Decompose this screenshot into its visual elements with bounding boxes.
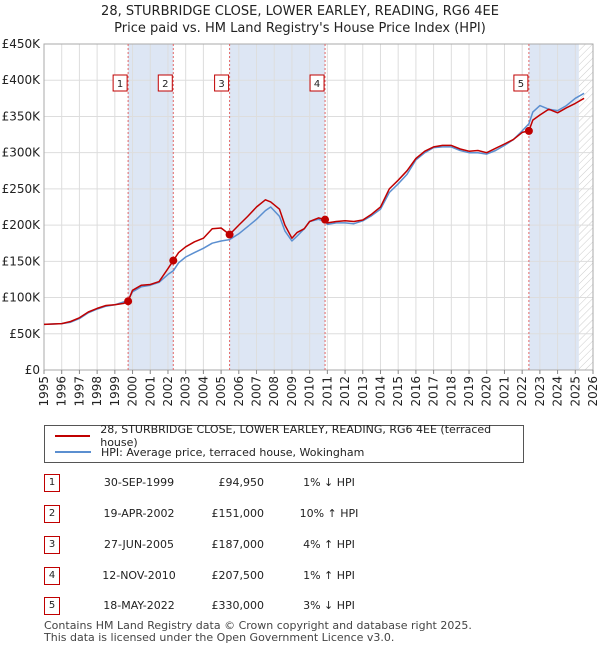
transaction-number-badge: 1 <box>44 474 60 492</box>
x-tick-label: 2004 <box>196 376 210 407</box>
x-tick-label: 2011 <box>320 376 334 407</box>
x-tick-label: 2022 <box>515 376 529 407</box>
transaction-hpi-diff: 4% ↑ HPI <box>303 538 355 551</box>
footer-copyright: Contains HM Land Registry data © Crown c… <box>44 619 472 632</box>
y-tick-label: £100K <box>2 291 42 305</box>
x-tick-label: 2017 <box>427 376 441 407</box>
transaction-label-box <box>214 74 230 92</box>
property-price-line <box>43 97 585 326</box>
transaction-date: 27-JUN-2005 <box>103 538 175 551</box>
x-tick-label: 2013 <box>356 376 370 407</box>
transaction-price: £187,000 <box>211 538 265 551</box>
table-row: 1 30-SEP-1999 £94,950 1% ↓ HPI <box>44 473 504 493</box>
transaction-hpi-diff: 3% ↓ HPI <box>303 599 355 612</box>
transaction-date: 19-APR-2002 <box>103 507 175 520</box>
x-tick-label: 2008 <box>267 376 281 407</box>
x-tick-label: 2002 <box>161 376 175 407</box>
y-tick-label: £50K <box>9 327 41 341</box>
transaction-point <box>321 215 330 224</box>
transaction-number-badge: 2 <box>44 505 60 523</box>
transaction-label-box <box>112 74 128 92</box>
hpi-line-swatch <box>55 451 91 453</box>
x-tick-label: 2014 <box>373 376 387 407</box>
transaction-date: 30-SEP-1999 <box>103 476 175 489</box>
y-tick-label: £300K <box>2 146 42 160</box>
transaction-number-badge: 4 <box>44 567 60 585</box>
x-tick-label: 2021 <box>497 376 511 407</box>
transaction-price: £94,950 <box>218 476 265 489</box>
transaction-label: 5 <box>518 79 524 90</box>
transaction-label: 4 <box>314 79 320 90</box>
x-tick-label: 1999 <box>108 376 122 407</box>
y-tick-label: £0 <box>25 363 40 377</box>
transaction-date: 12-NOV-2010 <box>102 569 176 582</box>
transaction-hpi-diff: 10% ↑ HPI <box>299 507 359 520</box>
x-tick-label: 2009 <box>285 376 299 407</box>
x-tick-label: 2010 <box>303 376 317 407</box>
chart-subtitle: Price paid vs. HM Land Registry's House … <box>114 21 486 36</box>
x-tick-label: 1995 <box>37 376 51 407</box>
transaction-number-badge: 5 <box>44 597 60 615</box>
chart-title: 28, STURBRIDGE CLOSE, LOWER EARLEY, READ… <box>101 4 499 19</box>
transaction-date: 18-MAY-2022 <box>103 599 175 612</box>
x-tick-label: 1997 <box>72 376 86 407</box>
transaction-point <box>524 126 533 135</box>
legend-item-hpi: HPI: Average price, terraced house, Woki… <box>55 444 364 460</box>
transaction-point <box>169 256 178 265</box>
x-tick-label: 2005 <box>214 376 228 407</box>
y-tick-label: £200K <box>2 218 42 232</box>
transaction-hpi-diff: 1% ↑ HPI <box>303 569 355 582</box>
future-hatch <box>578 44 593 370</box>
transaction-label: 1 <box>117 79 123 90</box>
transaction-label-box <box>513 74 529 92</box>
x-tick-label: 2000 <box>126 376 140 407</box>
transaction-price: £151,000 <box>211 507 265 520</box>
x-tick-label: 2023 <box>533 376 547 407</box>
transaction-price: £330,000 <box>211 599 265 612</box>
x-tick-label: 2012 <box>338 376 352 407</box>
transaction-number-badge: 3 <box>44 536 60 554</box>
transaction-label-box <box>157 74 173 92</box>
x-tick-label: 2026 <box>586 376 600 407</box>
x-tick-label: 1996 <box>55 376 69 407</box>
transaction-label-box <box>309 74 325 92</box>
footer-license: This data is licensed under the Open Gov… <box>44 631 395 644</box>
x-tick-label: 2019 <box>462 376 476 407</box>
shaded-period <box>528 44 579 370</box>
y-tick-label: £250K <box>2 182 42 196</box>
table-row: 5 18-MAY-2022 £330,000 3% ↓ HPI <box>44 596 504 616</box>
x-tick-label: 1998 <box>90 376 104 407</box>
x-tick-label: 2007 <box>250 376 264 407</box>
table-row: 2 19-APR-2002 £151,000 10% ↑ HPI <box>44 504 504 524</box>
x-tick-label: 2015 <box>391 376 405 407</box>
table-row: 3 27-JUN-2005 £187,000 4% ↑ HPI <box>44 535 504 555</box>
x-tick-label: 2006 <box>232 376 246 407</box>
y-tick-label: £150K <box>2 254 42 268</box>
y-tick-label: £350K <box>2 109 42 123</box>
legend-item-property: 28, STURBRIDGE CLOSE, LOWER EARLEY, READ… <box>55 423 523 449</box>
legend: 28, STURBRIDGE CLOSE, LOWER EARLEY, READ… <box>44 423 524 463</box>
table-row: 4 12-NOV-2010 £207,500 1% ↑ HPI <box>44 566 504 586</box>
transaction-point <box>225 230 234 239</box>
price-chart: £0 £50K £100K £150K £200K £250K £300K £350K £400… <box>2 37 600 407</box>
transaction-point <box>124 297 133 306</box>
transaction-label: 3 <box>218 79 224 90</box>
x-tick-label: 2025 <box>568 376 582 407</box>
plot-frame <box>43 43 594 371</box>
x-tick-label: 2001 <box>143 376 157 407</box>
x-tick-label: 2003 <box>179 376 193 407</box>
legend-property-label: 28, STURBRIDGE CLOSE, LOWER EARLEY, READ… <box>100 423 492 449</box>
x-tick-label: 2020 <box>480 376 494 407</box>
transaction-price: £207,500 <box>211 569 265 582</box>
property-line-swatch <box>55 435 91 437</box>
x-tick-label: 2016 <box>409 376 423 407</box>
transaction-label: 2 <box>162 79 168 90</box>
x-tick-label: 2024 <box>551 376 565 407</box>
legend-hpi-label: HPI: Average price, terraced house, Woki… <box>101 445 365 459</box>
y-tick-label: £400K <box>2 73 42 87</box>
y-tick-label: £450K <box>2 37 42 51</box>
transaction-hpi-diff: 1% ↓ HPI <box>303 476 355 489</box>
x-tick-label: 2018 <box>444 376 458 407</box>
